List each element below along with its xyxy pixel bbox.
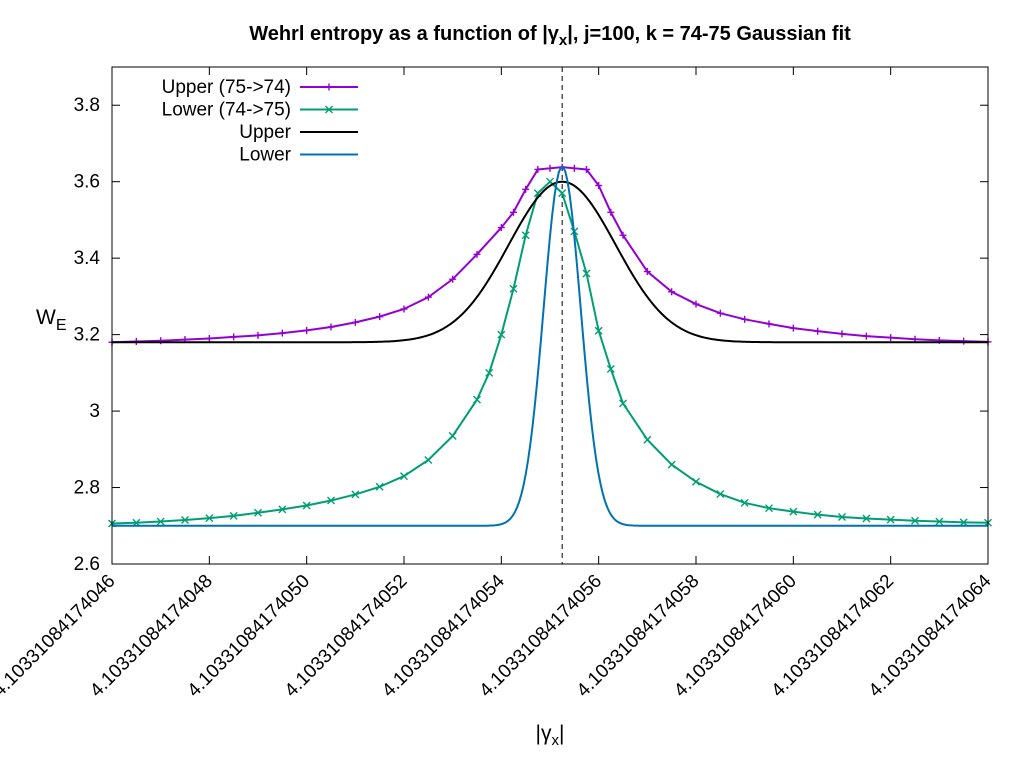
data-point-0 bbox=[351, 318, 359, 326]
data-point-1 bbox=[558, 189, 567, 198]
data-point-0 bbox=[741, 315, 749, 323]
data-point-0 bbox=[254, 331, 262, 339]
x-axis: 4.103310841740464.103310841740484.103310… bbox=[0, 67, 996, 701]
data-point-1 bbox=[473, 395, 481, 404]
data-point-0 bbox=[376, 313, 384, 321]
data-point-1 bbox=[424, 456, 433, 465]
data-point-1 bbox=[205, 514, 214, 523]
plot-area bbox=[108, 67, 992, 564]
data-point-1 bbox=[302, 501, 311, 510]
data-point-1 bbox=[935, 517, 944, 526]
series-line-3 bbox=[112, 165, 988, 527]
data-point-1 bbox=[181, 516, 189, 525]
data-point-1 bbox=[667, 460, 676, 469]
data-point-0 bbox=[230, 333, 238, 341]
y-tick-label: 3 bbox=[89, 401, 100, 422]
legend-label: Upper (75->74) bbox=[162, 77, 291, 98]
series-line-2 bbox=[112, 180, 988, 344]
y-tick-label: 3.2 bbox=[74, 325, 100, 346]
data-point-1 bbox=[448, 431, 457, 440]
y-tick-label: 3.6 bbox=[74, 172, 100, 193]
chart-title-subscript: x bbox=[559, 32, 568, 49]
data-point-1 bbox=[959, 518, 968, 527]
data-point-0 bbox=[522, 185, 530, 193]
data-point-0 bbox=[716, 309, 724, 317]
data-point-1 bbox=[740, 498, 749, 507]
data-point-0 bbox=[546, 164, 554, 172]
data-point-1 bbox=[692, 477, 700, 486]
legend-label: Lower (74->75) bbox=[162, 100, 291, 121]
y-axis-label: WE bbox=[36, 306, 67, 334]
x-axis-label: |γx| bbox=[536, 722, 565, 749]
data-point-1 bbox=[351, 490, 360, 499]
data-point-1 bbox=[643, 435, 652, 444]
data-point-0 bbox=[449, 275, 457, 283]
data-point-1 bbox=[509, 284, 518, 293]
data-point-0 bbox=[887, 334, 895, 342]
data-point-1 bbox=[156, 517, 165, 526]
data-point-1 bbox=[582, 269, 591, 278]
data-point-0 bbox=[424, 293, 432, 301]
data-point-0 bbox=[814, 327, 822, 335]
data-point-0 bbox=[583, 165, 590, 173]
data-point-0 bbox=[862, 332, 870, 340]
data-point-0 bbox=[400, 305, 408, 313]
legend-label: Lower bbox=[239, 145, 291, 166]
data-point-1 bbox=[485, 368, 494, 377]
data-point-0 bbox=[692, 300, 700, 308]
data-point-1 bbox=[911, 516, 919, 525]
data-point-1 bbox=[229, 511, 238, 520]
data-point-1 bbox=[765, 504, 773, 513]
data-point-0 bbox=[619, 231, 627, 239]
data-point-0 bbox=[534, 165, 542, 173]
data-point-1 bbox=[619, 399, 627, 408]
data-point-1 bbox=[327, 496, 335, 505]
data-point-1 bbox=[497, 330, 506, 339]
data-point-0 bbox=[960, 337, 968, 345]
data-point-1 bbox=[375, 482, 384, 491]
y-tick-label: 3.8 bbox=[74, 95, 100, 116]
data-point-0 bbox=[595, 182, 603, 190]
legend-marker bbox=[325, 83, 333, 91]
y-tick-label: 2.6 bbox=[74, 554, 100, 575]
data-point-0 bbox=[643, 268, 651, 276]
data-point-1 bbox=[838, 512, 846, 521]
data-point-1 bbox=[716, 490, 725, 499]
data-point-1 bbox=[594, 326, 603, 335]
data-point-0 bbox=[668, 288, 676, 296]
data-point-0 bbox=[607, 208, 615, 216]
y-tick-label: 3.4 bbox=[74, 248, 101, 269]
data-point-0 bbox=[473, 250, 481, 258]
data-point-0 bbox=[838, 330, 846, 338]
data-point-1 bbox=[606, 365, 615, 374]
data-point-0 bbox=[570, 164, 578, 172]
data-point-1 bbox=[521, 231, 530, 240]
data-point-1 bbox=[862, 514, 871, 523]
data-point-1 bbox=[789, 507, 798, 516]
data-point-0 bbox=[765, 320, 773, 328]
y-axis: 2.6 2.8 3 3.2 3.4 3.6 3.8 bbox=[74, 95, 988, 575]
data-point-0 bbox=[327, 323, 335, 331]
data-point-1 bbox=[400, 472, 408, 481]
data-point-0 bbox=[510, 208, 517, 216]
data-point-0 bbox=[278, 329, 286, 337]
legend-marker bbox=[325, 105, 333, 114]
legend-label: Upper bbox=[239, 122, 291, 143]
data-point-1 bbox=[813, 510, 822, 519]
data-point-1 bbox=[254, 508, 262, 517]
data-point-1 bbox=[886, 515, 895, 524]
y-tick-label: 2.8 bbox=[74, 478, 100, 499]
series-line-0 bbox=[111, 166, 989, 344]
data-point-0 bbox=[205, 334, 213, 342]
data-point-1 bbox=[278, 505, 287, 514]
data-point-0 bbox=[789, 324, 797, 332]
plot-frame bbox=[111, 66, 989, 565]
chart-title: Wehrl entropy as a function of |γx|, j=1… bbox=[249, 23, 851, 49]
data-point-0 bbox=[497, 224, 505, 232]
data-point-0 bbox=[303, 326, 311, 334]
